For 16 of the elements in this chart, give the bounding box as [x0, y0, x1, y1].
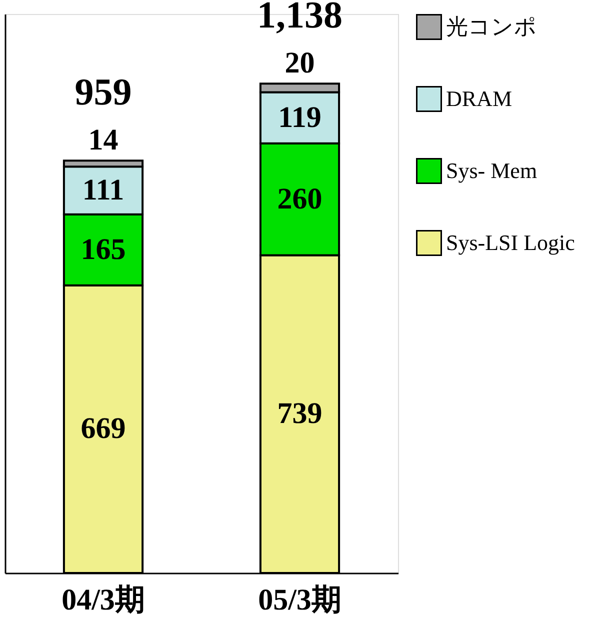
legend-label: 光コンポ	[446, 14, 537, 39]
total-label: 1,138	[257, 0, 342, 37]
x-tick-label: 05/3期	[258, 584, 342, 616]
legend-label: Sys-LSI Logic	[446, 230, 576, 255]
data-label: 119	[278, 100, 322, 134]
legend-label: DRAM	[446, 86, 512, 111]
total-label: 959	[74, 72, 132, 114]
legend-label: Sys- Mem	[446, 158, 538, 183]
data-label: 20	[284, 46, 315, 80]
data-label: 111	[82, 174, 124, 207]
data-label: 14	[88, 124, 118, 157]
data-label: 669	[80, 412, 126, 446]
data-label: 739	[277, 397, 322, 430]
data-label: 165	[80, 232, 126, 266]
data-label: 260	[277, 182, 322, 216]
x-tick-label: 04/3期	[62, 584, 145, 616]
